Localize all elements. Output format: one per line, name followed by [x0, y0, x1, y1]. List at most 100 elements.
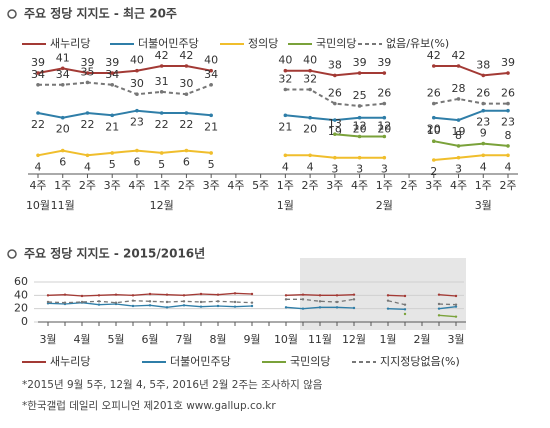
data-label: 34 [204, 68, 218, 81]
data-label: 23 [130, 116, 144, 129]
data-point [481, 141, 486, 146]
data-point [357, 115, 362, 120]
x-tick-label: 1주 [54, 179, 71, 192]
data-label: 12 [377, 120, 391, 133]
footnote: *한국갤럽 데일리 오피니언 제201호 www.gallup.co.kr [22, 399, 276, 412]
data-point [182, 294, 186, 297]
data-point [431, 64, 436, 68]
data-point [114, 293, 118, 296]
x-tick-label: 1주 [475, 179, 492, 192]
data-point [80, 300, 84, 304]
data-label: 6 [183, 156, 190, 169]
data-label: 38 [476, 58, 490, 71]
data-label: 19 [452, 125, 466, 138]
data-point [85, 153, 90, 158]
data-point [357, 71, 362, 75]
data-point [209, 151, 213, 155]
legend-label: 국민의당 [290, 355, 330, 368]
data-point [85, 80, 90, 85]
data-point [85, 111, 90, 115]
data-label: 31 [155, 75, 169, 88]
x-group-label: 10월 [26, 199, 50, 212]
data-point [182, 300, 186, 303]
data-label: 22 [31, 118, 45, 131]
data-point [159, 64, 164, 68]
x-group-label: 11월 [51, 199, 75, 212]
data-label: 25 [353, 89, 367, 102]
data-point [357, 155, 362, 160]
y-tick-label: 20 [14, 302, 28, 315]
x-tick-label: 4주 [351, 179, 368, 192]
data-point [250, 304, 254, 308]
data-point [216, 300, 220, 303]
chart-title: 주요 정당 지지도 - 2015/2016년 [24, 246, 205, 261]
data-label: 5 [208, 158, 215, 171]
data-label: 26 [501, 87, 515, 100]
data-label: 39 [105, 56, 119, 69]
data-point [481, 73, 486, 78]
data-point [301, 298, 305, 301]
data-point [131, 299, 135, 302]
data-point [382, 101, 387, 106]
data-point [506, 101, 510, 106]
data-point [184, 111, 189, 115]
data-point [437, 307, 441, 310]
data-point [284, 294, 288, 297]
data-point [403, 303, 407, 306]
data-label: 12 [353, 120, 367, 133]
data-label: 5 [109, 158, 116, 171]
data-point [63, 293, 67, 296]
x-tick-label: 3주 [326, 179, 343, 192]
data-label: 26 [476, 87, 490, 100]
x-tick-label: 1주 [277, 179, 294, 192]
legend-label: 새누리당 [50, 355, 90, 368]
data-point [308, 87, 312, 92]
data-point [481, 153, 486, 158]
data-point [233, 300, 237, 304]
data-label: 42 [452, 49, 466, 62]
data-label: 20 [353, 123, 367, 136]
data-label: 10 [427, 124, 441, 137]
data-label: 26 [328, 87, 342, 100]
legend-label: 국민의당 [316, 37, 356, 50]
data-point [431, 158, 436, 162]
x-tick-label: 2주 [302, 179, 319, 192]
data-point [135, 108, 139, 113]
legend-label: 더불어민주당 [170, 355, 231, 368]
data-label: 4 [35, 160, 42, 173]
data-point [318, 300, 322, 303]
data-point [233, 292, 237, 295]
data-point [454, 315, 458, 318]
data-label: 26 [377, 87, 391, 100]
data-label: 28 [452, 82, 466, 95]
data-point [250, 292, 254, 296]
data-point [431, 139, 436, 143]
x-tick-label: 3주 [104, 179, 121, 192]
data-point [308, 153, 312, 158]
data-point [357, 104, 362, 108]
data-label: 26 [427, 87, 441, 100]
x-tick-label: 1주 [376, 179, 393, 192]
x-tick-label: 1월 [379, 333, 396, 346]
data-point [437, 302, 441, 306]
x-tick-label: 2주 [79, 179, 96, 192]
data-label: 34 [56, 68, 70, 81]
data-point [335, 300, 339, 304]
data-point [333, 155, 337, 160]
data-point [216, 293, 220, 296]
data-label: 23 [501, 116, 515, 129]
data-point [382, 115, 387, 120]
data-point [135, 68, 139, 73]
data-label: 40 [204, 54, 218, 67]
data-point [318, 294, 322, 297]
data-point [456, 144, 461, 148]
data-point [284, 306, 288, 309]
y-tick-label: 0 [21, 315, 28, 328]
data-point [301, 307, 305, 310]
data-point [216, 304, 220, 308]
data-point [283, 153, 288, 158]
data-point [283, 68, 288, 73]
data-point [352, 298, 356, 301]
data-point [60, 66, 65, 71]
